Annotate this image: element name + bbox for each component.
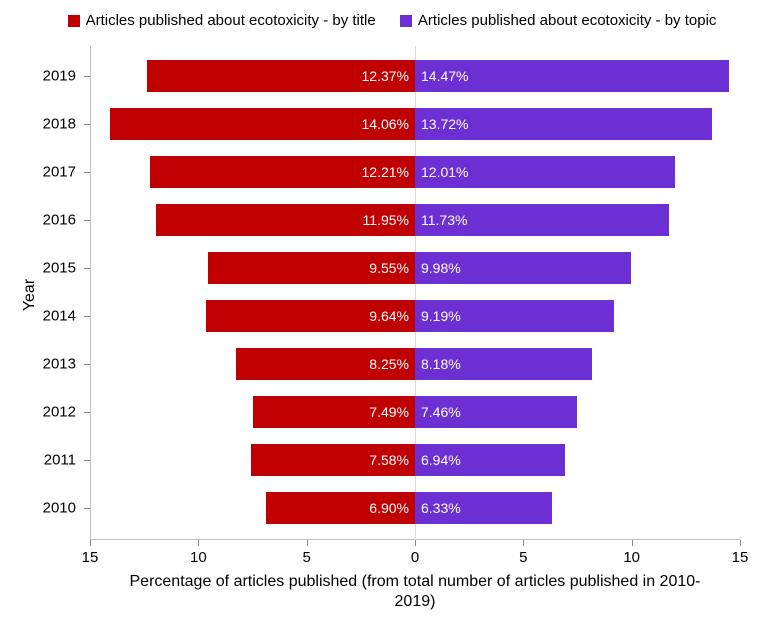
x-tick-label: 0 [411, 549, 419, 566]
y-axis-title: Year [21, 279, 39, 311]
y-tick-label: 2014 [43, 308, 76, 325]
bar-label-by-title: 12.37% [362, 68, 409, 84]
y-tick-label: 2017 [43, 164, 76, 181]
y-tick [84, 412, 90, 413]
bar-by-title: 7.58% [251, 444, 415, 476]
x-tick [90, 540, 91, 546]
bar-by-topic: 11.73% [415, 204, 669, 236]
bar-by-title: 11.95% [156, 204, 415, 236]
y-tick-label: 2019 [43, 68, 76, 85]
y-tick-label: 2011 [44, 452, 76, 469]
y-tick [84, 316, 90, 317]
bar-label-by-title: 7.49% [369, 404, 409, 420]
bar-label-by-topic: 13.72% [421, 116, 468, 132]
y-tick-label: 2018 [43, 116, 76, 133]
x-tick-label: 10 [190, 549, 207, 566]
bar-by-title: 6.90% [266, 492, 416, 524]
y-tick [84, 460, 90, 461]
bar-label-by-title: 12.21% [362, 164, 409, 180]
y-tick [84, 76, 90, 77]
x-tick [632, 540, 633, 546]
y-tick-label: 2013 [43, 356, 76, 373]
legend-item-by-topic: Articles published about ecotoxicity - b… [400, 12, 716, 29]
bar-by-topic: 9.19% [415, 300, 614, 332]
bar-by-title: 12.21% [150, 156, 415, 188]
bar-by-topic: 6.94% [415, 444, 565, 476]
x-axis-title-line1: Percentage of articles published (from t… [130, 573, 701, 590]
bar-by-title: 9.64% [206, 300, 415, 332]
bar-label-by-title: 11.95% [363, 212, 409, 228]
y-tick-label: 2015 [43, 260, 76, 277]
bar-label-by-topic: 12.01% [421, 164, 468, 180]
bar-by-topic: 6.33% [415, 492, 552, 524]
x-tick [198, 540, 199, 546]
bar-by-title: 8.25% [236, 348, 415, 380]
legend-label-by-title: Articles published about ecotoxicity - b… [86, 12, 376, 29]
bar-label-by-topic: 6.33% [421, 500, 461, 516]
bar-label-by-title: 9.64% [369, 308, 409, 324]
x-tick [523, 540, 524, 546]
legend: Articles published about ecotoxicity - b… [0, 12, 784, 31]
bar-by-topic: 8.18% [415, 348, 592, 380]
x-tick-label: 15 [732, 549, 749, 566]
bar-label-by-topic: 8.18% [421, 356, 461, 372]
bar-label-by-title: 7.58% [369, 452, 409, 468]
bar-by-topic: 12.01% [415, 156, 675, 188]
bar-label-by-title: 6.90% [369, 500, 409, 516]
bar-by-topic: 14.47% [415, 60, 729, 92]
plot-area: 15105051015201912.37%14.47%201814.06%13.… [90, 50, 740, 540]
y-tick [84, 364, 90, 365]
y-tick-label: 2016 [43, 212, 76, 229]
x-tick-label: 5 [519, 549, 527, 566]
x-axis-title: Percentage of articles published (from t… [90, 572, 740, 612]
bar-by-title: 7.49% [253, 396, 415, 428]
bar-label-by-topic: 9.98% [421, 260, 461, 276]
legend-swatch-by-title [68, 15, 80, 27]
bar-label-by-title: 14.06% [362, 116, 409, 132]
bar-by-title: 14.06% [110, 108, 415, 140]
bar-label-by-topic: 9.19% [421, 308, 461, 324]
chart-container: Articles published about ecotoxicity - b… [0, 0, 784, 638]
y-tick [84, 268, 90, 269]
x-tick [740, 540, 741, 546]
x-tick-label: 15 [82, 549, 99, 566]
bar-label-by-title: 8.25% [369, 356, 409, 372]
x-tick-label: 5 [302, 549, 310, 566]
bar-label-by-title: 9.55% [369, 260, 409, 276]
y-tick [84, 220, 90, 221]
x-tick [307, 540, 308, 546]
y-axis-title-wrap: Year [20, 50, 40, 540]
legend-swatch-by-topic [400, 15, 412, 27]
bar-by-topic: 7.46% [415, 396, 577, 428]
legend-item-by-title: Articles published about ecotoxicity - b… [68, 12, 376, 29]
y-tick [84, 508, 90, 509]
legend-label-by-topic: Articles published about ecotoxicity - b… [418, 12, 716, 29]
x-axis-title-line2: 2019) [395, 593, 436, 610]
bar-by-topic: 13.72% [415, 108, 712, 140]
bar-by-title: 9.55% [208, 252, 415, 284]
x-tick-label: 10 [623, 549, 640, 566]
bar-by-topic: 9.98% [415, 252, 631, 284]
bar-label-by-topic: 7.46% [421, 404, 461, 420]
y-tick-label: 2010 [43, 500, 76, 517]
x-tick [415, 540, 416, 546]
y-tick-label: 2012 [43, 404, 76, 421]
y-tick [84, 124, 90, 125]
bar-label-by-topic: 11.73% [421, 212, 467, 228]
bar-label-by-topic: 14.47% [421, 68, 468, 84]
y-axis-line [90, 46, 91, 540]
bar-label-by-topic: 6.94% [421, 452, 461, 468]
bar-by-title: 12.37% [147, 60, 415, 92]
y-tick [84, 172, 90, 173]
